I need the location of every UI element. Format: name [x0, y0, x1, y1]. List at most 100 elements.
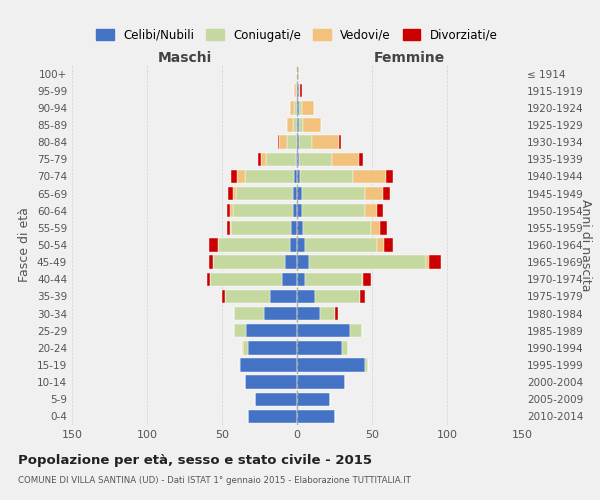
Bar	[297, 272, 305, 286]
Bar	[294, 101, 297, 114]
Bar	[429, 256, 441, 269]
Bar	[335, 307, 337, 320]
Bar	[312, 136, 339, 149]
Bar	[297, 307, 320, 320]
Bar	[297, 118, 299, 132]
Bar	[297, 152, 299, 166]
Bar	[296, 152, 297, 166]
Bar	[303, 221, 371, 234]
Bar	[371, 221, 380, 234]
Bar	[380, 221, 387, 234]
Bar	[300, 170, 353, 183]
Bar	[297, 84, 299, 98]
Bar	[293, 204, 297, 218]
Bar	[363, 272, 371, 286]
Bar	[309, 256, 426, 269]
Bar	[277, 136, 279, 149]
Bar	[349, 324, 361, 338]
Bar	[377, 204, 383, 218]
Bar	[296, 84, 297, 98]
Bar	[290, 238, 297, 252]
Legend: Celibi/Nubili, Coniugati/e, Vedovi/e, Divorziati/e: Celibi/Nubili, Coniugati/e, Vedovi/e, Di…	[92, 24, 502, 46]
Bar	[320, 307, 335, 320]
Bar	[360, 290, 365, 303]
Bar	[294, 84, 296, 98]
Bar	[426, 256, 429, 269]
Bar	[245, 170, 294, 183]
Bar	[248, 410, 297, 423]
Bar	[299, 152, 331, 166]
Bar	[229, 221, 231, 234]
Bar	[287, 136, 297, 149]
Bar	[222, 290, 225, 303]
Bar	[248, 341, 297, 354]
Text: Femmine: Femmine	[374, 51, 445, 65]
Bar	[258, 152, 261, 166]
Bar	[293, 187, 297, 200]
Bar	[234, 324, 246, 338]
Bar	[315, 290, 360, 303]
Bar	[377, 238, 384, 252]
Bar	[213, 256, 285, 269]
Bar	[297, 290, 315, 303]
Bar	[297, 101, 299, 114]
Bar	[361, 272, 363, 286]
Bar	[218, 238, 290, 252]
Bar	[293, 118, 297, 132]
Bar	[225, 290, 270, 303]
Y-axis label: Fasce di età: Fasce di età	[19, 208, 31, 282]
Bar	[282, 272, 297, 286]
Bar	[234, 307, 264, 320]
Bar	[285, 256, 297, 269]
Bar	[302, 204, 365, 218]
Bar	[331, 152, 359, 166]
Bar	[297, 376, 345, 389]
Bar	[243, 341, 248, 354]
Bar	[209, 238, 218, 252]
Bar	[353, 170, 386, 183]
Bar	[302, 187, 365, 200]
Bar	[365, 204, 377, 218]
Bar	[228, 187, 233, 200]
Bar	[227, 204, 229, 218]
Bar	[297, 238, 305, 252]
Bar	[386, 170, 393, 183]
Bar	[299, 118, 303, 132]
Bar	[264, 307, 297, 320]
Bar	[297, 358, 365, 372]
Bar	[300, 84, 302, 98]
Bar	[237, 170, 245, 183]
Bar	[265, 152, 296, 166]
Bar	[384, 238, 393, 252]
Bar	[303, 118, 321, 132]
Bar	[383, 187, 390, 200]
Bar	[359, 152, 363, 166]
Bar	[297, 221, 303, 234]
Bar	[297, 341, 342, 354]
Bar	[209, 256, 213, 269]
Bar	[297, 392, 330, 406]
Bar	[294, 170, 297, 183]
Bar	[365, 187, 383, 200]
Bar	[239, 358, 240, 372]
Bar	[255, 392, 297, 406]
Bar	[365, 358, 367, 372]
Bar	[241, 341, 243, 354]
Bar	[342, 341, 348, 354]
Bar	[207, 272, 210, 286]
Text: Popolazione per età, sesso e stato civile - 2015: Popolazione per età, sesso e stato civil…	[18, 454, 372, 467]
Bar	[297, 324, 349, 338]
Bar	[297, 187, 302, 200]
Bar	[279, 136, 287, 149]
Bar	[231, 170, 237, 183]
Bar	[270, 290, 297, 303]
Bar	[261, 152, 265, 166]
Bar	[290, 101, 294, 114]
Bar	[246, 324, 297, 338]
Bar	[299, 101, 302, 114]
Bar	[229, 204, 233, 218]
Bar	[299, 136, 312, 149]
Bar	[297, 204, 302, 218]
Bar	[297, 256, 309, 269]
Bar	[297, 136, 299, 149]
